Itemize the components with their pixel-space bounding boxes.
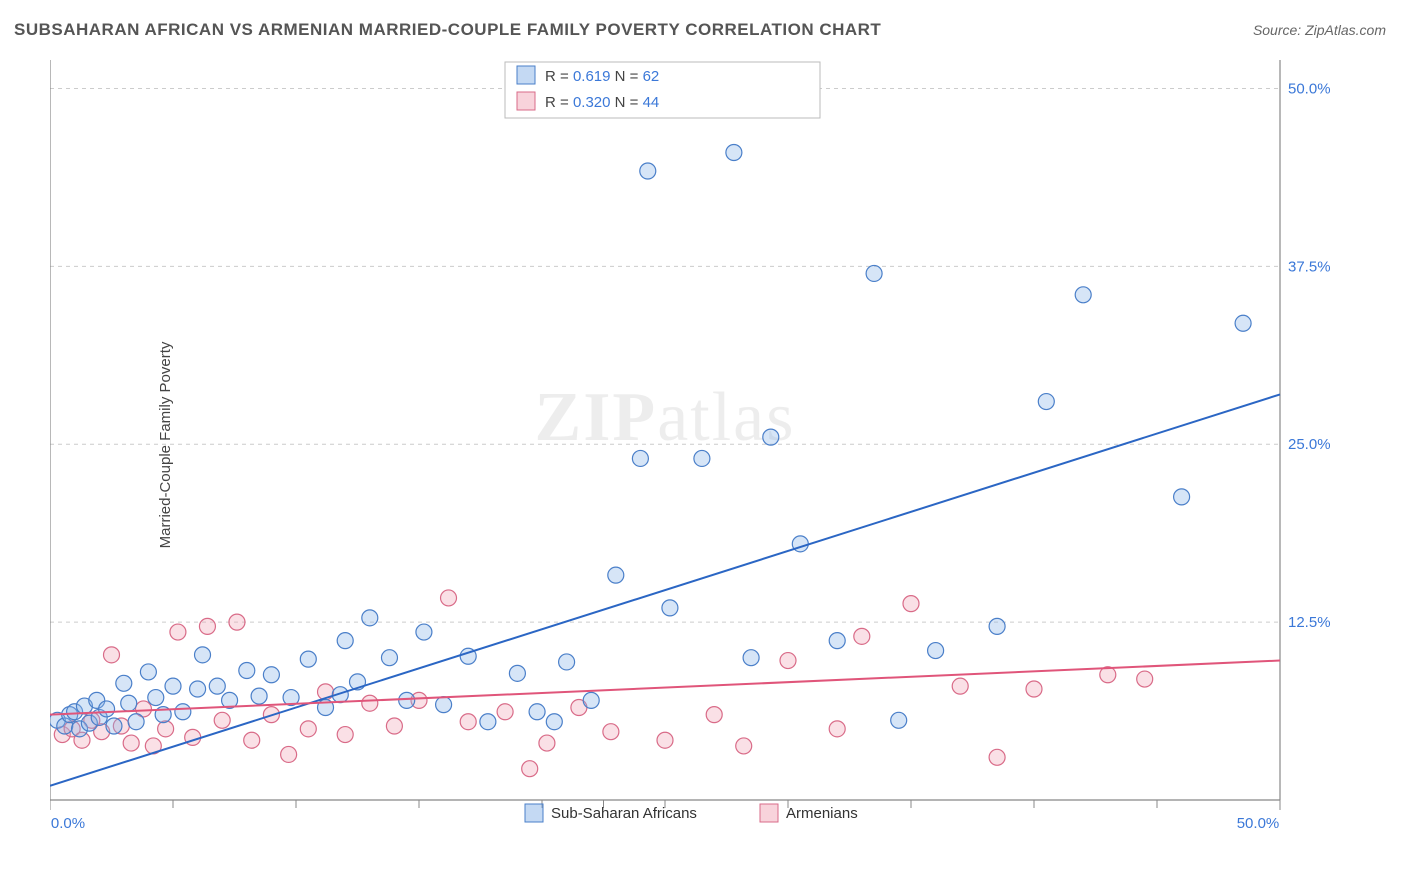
data-point (416, 624, 432, 640)
data-point (116, 675, 132, 691)
data-point (99, 701, 115, 717)
x-tick-label: 50.0% (1237, 815, 1280, 830)
data-point (123, 735, 139, 751)
data-point (1235, 315, 1251, 331)
data-point (780, 653, 796, 669)
data-point (726, 145, 742, 161)
legend-swatch (517, 92, 535, 110)
chart-title: SUBSAHARAN AFRICAN VS ARMENIAN MARRIED-C… (14, 20, 881, 40)
data-point (281, 746, 297, 762)
source-label: Source: (1253, 22, 1301, 38)
data-point (522, 761, 538, 777)
legend-stat: R = 0.320 N = 44 (545, 94, 659, 111)
data-point (632, 450, 648, 466)
data-point (736, 738, 752, 754)
data-point (480, 714, 496, 730)
data-point (460, 714, 476, 730)
data-point (1174, 489, 1190, 505)
data-point (209, 678, 225, 694)
data-point (559, 654, 575, 670)
legend-swatch (517, 66, 535, 84)
data-point (140, 664, 156, 680)
data-point (497, 704, 513, 720)
legend-swatch (525, 804, 543, 822)
data-point (640, 163, 656, 179)
data-point (989, 749, 1005, 765)
data-point (583, 692, 599, 708)
data-point (399, 692, 415, 708)
data-point (337, 727, 353, 743)
data-point (989, 618, 1005, 634)
data-point (239, 663, 255, 679)
y-tick-label: 25.0% (1288, 436, 1330, 453)
data-point (1038, 394, 1054, 410)
y-axis-label: Married-Couple Family Poverty (157, 342, 174, 549)
data-point (263, 667, 279, 683)
data-point (829, 721, 845, 737)
data-point (128, 714, 144, 730)
data-point (694, 450, 710, 466)
data-point (763, 429, 779, 445)
data-point (441, 590, 457, 606)
legend-stat: R = 0.619 N = 62 (545, 68, 659, 85)
data-point (362, 610, 378, 626)
data-point (539, 735, 555, 751)
data-point (104, 647, 120, 663)
data-point (165, 678, 181, 694)
data-point (854, 628, 870, 644)
data-point (158, 721, 174, 737)
data-point (743, 650, 759, 666)
data-point (952, 678, 968, 694)
y-tick-label: 50.0% (1288, 80, 1330, 97)
data-point (381, 650, 397, 666)
y-tick-label: 37.5% (1288, 258, 1330, 275)
data-point (509, 665, 525, 681)
plot-area: Married-Couple Family Poverty 12.5% 25.0%… (50, 60, 1330, 830)
data-point (928, 643, 944, 659)
trend-line (50, 661, 1280, 715)
data-point (608, 567, 624, 583)
data-point (300, 651, 316, 667)
data-point (106, 718, 122, 734)
data-point (214, 712, 230, 728)
chart-container: SUBSAHARAN AFRICAN VS ARMENIAN MARRIED-C… (0, 0, 1406, 892)
scatter-chart: 12.5% 25.0% 37.5% 50.0% ZIPatlas 0.0% 50.0% R =… (50, 60, 1330, 830)
data-point (121, 695, 137, 711)
data-point (866, 265, 882, 281)
data-point (436, 697, 452, 713)
data-point (195, 647, 211, 663)
legend-label: Sub-Saharan Africans (551, 805, 697, 822)
data-point (603, 724, 619, 740)
data-point (170, 624, 186, 640)
data-point (1026, 681, 1042, 697)
data-point (199, 618, 215, 634)
data-point (1075, 287, 1091, 303)
data-point (229, 614, 245, 630)
data-point (657, 732, 673, 748)
data-point (903, 596, 919, 612)
source-credit: Source: ZipAtlas.com (1253, 22, 1386, 38)
data-point (529, 704, 545, 720)
data-point (148, 690, 164, 706)
data-point (706, 707, 722, 723)
data-point (1137, 671, 1153, 687)
source-value: ZipAtlas.com (1305, 22, 1386, 38)
data-point (891, 712, 907, 728)
x-tick-label: 0.0% (51, 815, 85, 830)
legend-label: Armenians (786, 805, 858, 822)
data-point (337, 633, 353, 649)
data-point (362, 695, 378, 711)
watermark: ZIPatlas (535, 379, 796, 456)
legend-swatch (760, 804, 778, 822)
y-tick-label: 12.5% (1288, 614, 1330, 631)
data-point (662, 600, 678, 616)
data-point (244, 732, 260, 748)
data-point (829, 633, 845, 649)
data-point (300, 721, 316, 737)
data-point (546, 714, 562, 730)
data-point (190, 681, 206, 697)
data-point (251, 688, 267, 704)
data-point (175, 704, 191, 720)
data-point (386, 718, 402, 734)
